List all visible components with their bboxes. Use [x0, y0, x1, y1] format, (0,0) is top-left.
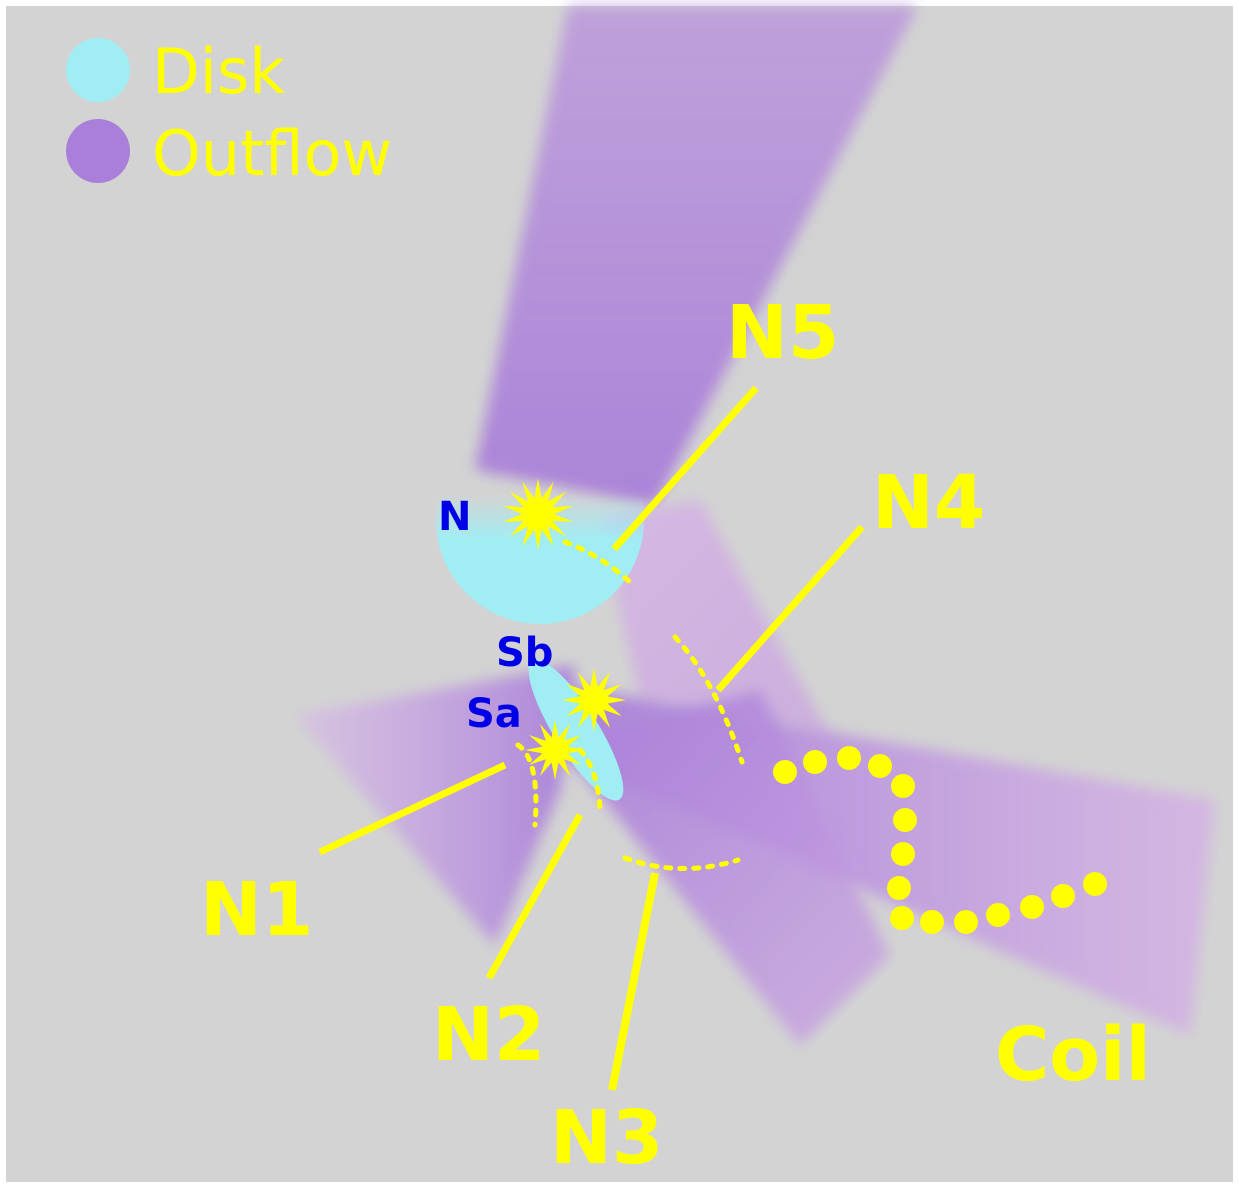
coil-dot: [891, 774, 915, 798]
coil-dot: [868, 754, 892, 778]
coil-dot: [887, 876, 911, 900]
star-burst-icon: [562, 668, 626, 732]
coil-dot: [1083, 872, 1107, 896]
n1-leader-line: [318, 761, 507, 856]
legend-label-outflow: Outflow: [152, 117, 392, 190]
legend: Disk Outflow: [66, 35, 392, 190]
star-burst-sa: [525, 720, 585, 780]
n3-dotted-arc: [622, 855, 741, 872]
source-label-sa: Sa: [466, 691, 522, 737]
disk-swatch-icon: [66, 38, 130, 102]
n3-leader-line: [608, 872, 659, 1091]
legend-label-disk: Disk: [152, 35, 285, 108]
feature-label-n2: N2: [432, 992, 545, 1078]
source-label-n: N: [438, 494, 471, 540]
feature-label-n1: N1: [200, 867, 313, 953]
outflow-lobe-northeast: [600, 500, 830, 735]
star-burst-icon: [525, 720, 585, 780]
star-burst-n: [502, 478, 574, 550]
disk-s-ellipse: [528, 659, 624, 801]
coil-dot-path: [773, 746, 1107, 934]
n5-leader-line: [611, 385, 759, 552]
coil-dot: [893, 808, 917, 832]
outflow-swatch-icon: [66, 119, 130, 183]
n5-dotted-arc: [562, 539, 633, 585]
feature-label-n4: N4: [872, 460, 985, 546]
coil-dot: [891, 842, 915, 866]
n2-leader-line: [485, 813, 584, 980]
n1-dotted-arc: [515, 742, 539, 828]
annotations: [318, 385, 865, 1091]
n4-dotted-arc: [672, 634, 745, 765]
coil-dot: [890, 906, 914, 930]
star-burst-icon: [502, 478, 574, 550]
coil-dot: [803, 750, 827, 774]
n4-leader-line: [715, 524, 865, 693]
outflow-lobe-west: [295, 665, 575, 945]
star-burst-sb: [562, 668, 626, 732]
n2-dotted-arc: [577, 747, 603, 813]
feature-label-coil: Coil: [995, 1012, 1151, 1098]
feature-label-n5: N5: [726, 290, 839, 376]
coil-dot: [837, 746, 861, 770]
outflow-lobe-north: [475, 6, 918, 505]
source-label-sb: Sb: [496, 630, 553, 676]
coil-dot: [1020, 895, 1044, 919]
coil-dot: [773, 760, 797, 784]
feature-label-n3: N3: [550, 1095, 663, 1181]
coil-dot: [986, 903, 1010, 927]
outflow-lobe-south: [560, 690, 890, 1045]
coil-dot: [1051, 884, 1075, 908]
coil-dot: [954, 910, 978, 934]
coil-dot: [920, 910, 944, 934]
outflow-lobes: [295, 6, 1215, 1045]
